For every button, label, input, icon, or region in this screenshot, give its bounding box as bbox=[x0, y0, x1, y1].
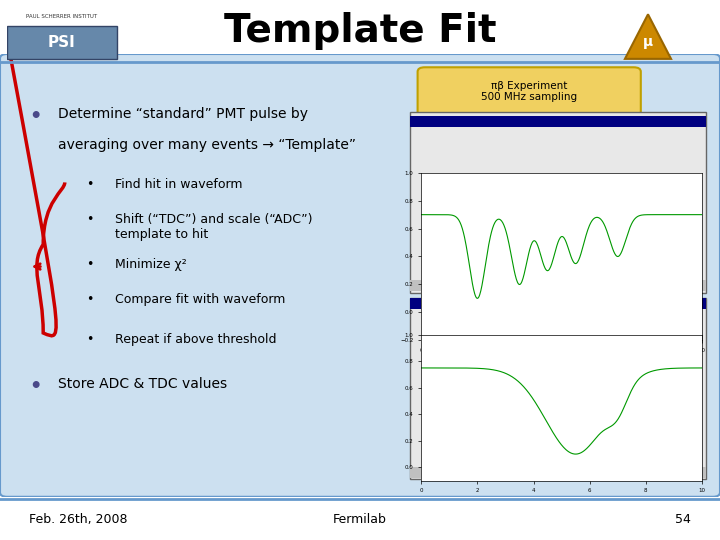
Text: •: • bbox=[29, 107, 41, 126]
Text: Template Fit: Template Fit bbox=[224, 12, 496, 50]
Text: •: • bbox=[86, 178, 94, 191]
Text: Fermilab: Fermilab bbox=[333, 513, 387, 526]
Text: PAUL SCHERRER INSTITUT: PAUL SCHERRER INSTITUT bbox=[26, 14, 97, 18]
Bar bbox=[7, 26, 117, 59]
Text: Determine “standard” PMT pulse by: Determine “standard” PMT pulse by bbox=[58, 107, 307, 121]
Text: Find hit in waveform: Find hit in waveform bbox=[115, 178, 243, 191]
Text: •: • bbox=[86, 213, 94, 226]
Text: Store ADC & TDC values: Store ADC & TDC values bbox=[58, 377, 227, 392]
Text: averaging over many events → “Template”: averaging over many events → “Template” bbox=[58, 138, 356, 152]
Text: •: • bbox=[29, 377, 41, 396]
Text: •: • bbox=[86, 333, 94, 346]
Polygon shape bbox=[625, 14, 671, 59]
Text: Feb. 26th, 2008: Feb. 26th, 2008 bbox=[29, 513, 127, 526]
FancyBboxPatch shape bbox=[418, 68, 641, 125]
FancyBboxPatch shape bbox=[410, 298, 706, 479]
Text: μ: μ bbox=[643, 35, 653, 49]
Bar bbox=[410, 116, 706, 127]
Text: Compare fit with waveform: Compare fit with waveform bbox=[115, 293, 286, 306]
Bar bbox=[410, 298, 706, 309]
Text: Minimize χ²: Minimize χ² bbox=[115, 258, 187, 271]
Text: •: • bbox=[86, 258, 94, 271]
Text: 54: 54 bbox=[675, 513, 691, 526]
Text: Repeat if above threshold: Repeat if above threshold bbox=[115, 333, 276, 346]
Bar bbox=[410, 280, 706, 291]
FancyBboxPatch shape bbox=[410, 112, 706, 293]
FancyBboxPatch shape bbox=[0, 54, 720, 497]
Text: PSI: PSI bbox=[48, 35, 76, 50]
Text: Shift (“TDC”) and scale (“ADC”)
template to hit: Shift (“TDC”) and scale (“ADC”) template… bbox=[115, 213, 312, 241]
Text: πβ Experiment
500 MHz sampling: πβ Experiment 500 MHz sampling bbox=[481, 81, 577, 103]
Bar bbox=[410, 467, 706, 478]
Text: •: • bbox=[86, 293, 94, 306]
